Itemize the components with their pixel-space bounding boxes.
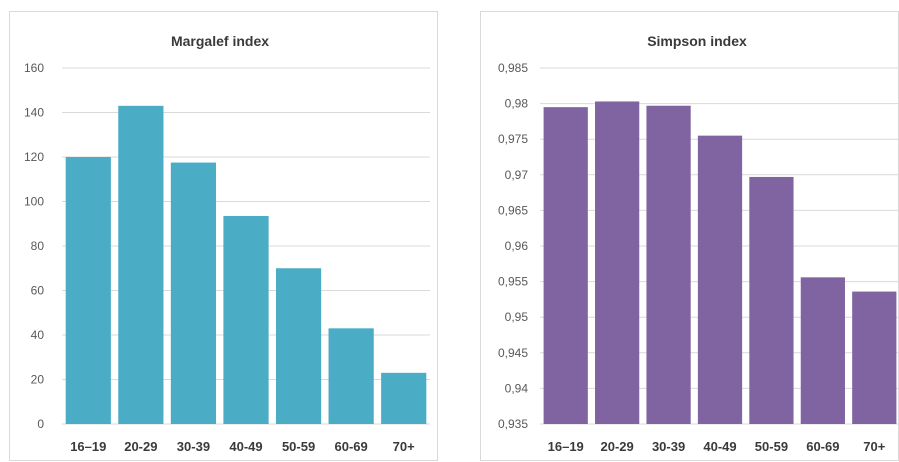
bar <box>749 176 794 424</box>
x-tick-label: 60-69 <box>335 439 368 454</box>
x-tick-label: 60-69 <box>806 439 839 454</box>
bar <box>118 105 164 424</box>
y-tick-label: 0,945 <box>498 346 528 360</box>
bar <box>275 268 322 424</box>
x-tick-label: 70+ <box>863 439 885 454</box>
bar <box>328 328 374 424</box>
x-tick-label: 30-39 <box>652 439 685 454</box>
x-tick-label: 40-49 <box>229 439 262 454</box>
bar <box>543 107 588 424</box>
y-tick-label: 0,965 <box>498 203 528 217</box>
bar <box>223 215 269 424</box>
x-tick-label: 40-49 <box>703 439 736 454</box>
y-tick-label: 20 <box>31 373 45 387</box>
y-tick-label: 0,955 <box>498 275 528 289</box>
y-tick-label: 0,98 <box>505 97 529 111</box>
bar <box>646 105 691 425</box>
y-tick-label: 40 <box>31 328 45 342</box>
bar <box>595 101 640 425</box>
x-tick-label: 20-29 <box>124 439 157 454</box>
x-tick-label: 70+ <box>393 439 415 454</box>
bar <box>65 157 111 424</box>
simpson-chart: Simpson index 0,935 0,94 0,945 0,95 0,955 0,9… <box>498 33 899 454</box>
x-tick-label: 16–19 <box>70 439 106 454</box>
margalef-chart: Margalef index 0 20 40 60 80 100 120 140 160 16–1… <box>24 33 430 454</box>
y-tick-label: 80 <box>31 239 45 253</box>
y-tick-label: 0,975 <box>498 132 528 146</box>
x-tick-label: 16–19 <box>548 439 584 454</box>
x-tick-label: 50-59 <box>282 439 315 454</box>
y-tick-label: 0,97 <box>505 168 529 182</box>
x-tick-label: 20-29 <box>601 439 634 454</box>
bar <box>800 277 845 424</box>
bar <box>170 162 217 424</box>
y-tick-label: 140 <box>24 106 44 120</box>
y-tick-label: 0,985 <box>498 61 528 75</box>
y-tick-label: 60 <box>31 284 45 298</box>
simpson-chart-panel: Simpson index 0,935 0,94 0,945 0,95 0,955 0,9… <box>480 11 899 461</box>
y-tick-label: 0,935 <box>498 417 528 431</box>
chart-title: Margalef index <box>171 33 269 49</box>
y-tick-label: 120 <box>24 150 44 164</box>
margalef-chart-panel: Margalef index 0 20 40 60 80 100 120 140 160 16–1… <box>9 11 438 461</box>
bar <box>852 291 897 424</box>
y-tick-label: 0,94 <box>505 381 529 395</box>
x-tick-label: 50-59 <box>755 439 788 454</box>
bar <box>697 135 743 424</box>
y-tick-label: 0 <box>37 417 44 431</box>
y-tick-label: 0,96 <box>505 239 529 253</box>
chart-title: Simpson index <box>647 33 747 49</box>
y-tick-label: 160 <box>24 61 44 75</box>
y-tick-label: 100 <box>24 195 44 209</box>
bar <box>381 372 427 424</box>
y-tick-label: 0,95 <box>505 310 529 324</box>
x-tick-label: 30-39 <box>177 439 210 454</box>
